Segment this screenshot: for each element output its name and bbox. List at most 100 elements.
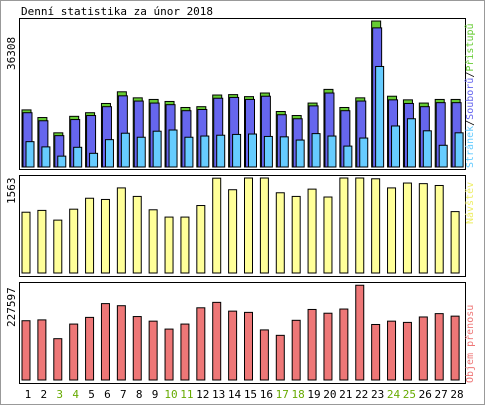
kbytes-bar-26 <box>418 316 428 381</box>
pages-bar-28 <box>454 132 464 168</box>
legend-visits: Návštěv <box>464 182 476 224</box>
legend-pages: Stránek <box>464 126 476 168</box>
kbytes-bar-3 <box>53 338 63 381</box>
day-label-15: 15 <box>244 388 257 401</box>
visits-bar-2 <box>37 209 47 274</box>
kbytes-bar-15 <box>244 311 253 381</box>
visits-bar-7 <box>116 187 126 274</box>
day-label-9: 9 <box>152 388 159 401</box>
pages-bar-3 <box>57 155 67 168</box>
pages-bar-10 <box>168 129 178 168</box>
top-panel-ymax-label: 36308 <box>5 37 18 70</box>
day-label-24: 24 <box>387 388 401 401</box>
visits-bar-13 <box>212 177 222 274</box>
day-label-7: 7 <box>120 388 127 401</box>
kbytes-bar-23 <box>371 323 381 381</box>
visits-bar-23 <box>371 178 381 274</box>
pages-bar-26 <box>422 130 432 168</box>
kbytes-bar-22 <box>355 284 365 381</box>
pages-bar-17 <box>279 136 289 168</box>
legend-separator-1: / <box>465 120 476 126</box>
middle-panel-ymax-label: 1563 <box>5 178 18 205</box>
day-label-16: 16 <box>260 388 273 401</box>
visits-bar-26 <box>418 183 428 274</box>
pages-bar-19 <box>311 133 321 168</box>
pages-bar-24 <box>391 125 401 168</box>
kbytes-bar-8 <box>132 316 142 381</box>
visits-bar-16 <box>259 177 269 274</box>
visits-bar-9 <box>148 209 158 274</box>
day-label-11: 11 <box>180 388 193 401</box>
pages-bar-6 <box>104 139 114 168</box>
day-label-22: 22 <box>355 388 368 401</box>
day-label-3: 3 <box>56 388 63 401</box>
day-label-5: 5 <box>88 388 95 401</box>
visits-bar-1 <box>21 211 31 274</box>
day-label-28: 28 <box>450 388 463 401</box>
pages-bar-20 <box>327 135 337 168</box>
kbytes-bar-17 <box>275 334 285 381</box>
kbytes-bar-6 <box>100 303 110 381</box>
pages-bar-22 <box>359 137 369 168</box>
visits-bar-27 <box>434 184 444 274</box>
day-label-19: 19 <box>307 388 320 401</box>
pages-bar-27 <box>438 144 448 168</box>
legend-files: Souborů <box>464 78 476 120</box>
visits-bar-19 <box>307 188 317 274</box>
pages-bar-16 <box>263 135 273 168</box>
day-label-23: 23 <box>371 388 384 401</box>
day-label-26: 26 <box>419 388 432 401</box>
pages-bar-4 <box>73 146 83 168</box>
visits-bar-21 <box>339 177 349 274</box>
middle-panel-bars <box>21 177 460 274</box>
kbytes-bar-27 <box>434 313 444 381</box>
legend-separator-2: / <box>465 72 476 78</box>
visits-bar-10 <box>164 216 174 274</box>
visits-bar-11 <box>180 216 190 274</box>
kbytes-bar-10 <box>164 328 174 381</box>
pages-bar-25 <box>406 118 416 168</box>
kbytes-bar-24 <box>387 320 397 381</box>
kbytes-bar-2 <box>37 319 47 381</box>
day-label-17: 17 <box>276 388 289 401</box>
day-label-8: 8 <box>136 388 143 401</box>
day-label-14: 14 <box>228 388 242 401</box>
day-label-4: 4 <box>72 388 79 401</box>
bottom-panel-ymax-label: 227597 <box>5 287 18 327</box>
day-label-10: 10 <box>164 388 177 401</box>
visits-bar-17 <box>275 192 285 274</box>
kbytes-bar-14 <box>228 310 238 381</box>
day-label-2: 2 <box>41 388 48 401</box>
kbytes-bar-16 <box>259 329 269 381</box>
pages-bar-21 <box>343 145 353 168</box>
kbytes-bar-4 <box>69 323 79 381</box>
kbytes-bar-7 <box>116 305 126 381</box>
pages-bar-8 <box>136 136 146 168</box>
pages-bar-9 <box>152 130 162 168</box>
kbytes-bar-1 <box>21 320 31 381</box>
visits-bar-4 <box>69 208 79 274</box>
day-label-27: 27 <box>435 388 448 401</box>
kbytes-bar-11 <box>180 323 190 381</box>
kbytes-bar-19 <box>307 308 317 381</box>
legend-hits: Přístupů <box>464 23 476 71</box>
pages-bar-13 <box>216 134 226 168</box>
top-panel-legend: Stránek/Souborů/Přístupů <box>464 23 476 168</box>
visits-bar-3 <box>53 219 63 274</box>
visits-bar-28 <box>450 211 460 274</box>
visits-bar-5 <box>85 197 95 274</box>
kbytes-bar-25 <box>402 321 412 381</box>
visits-bar-15 <box>244 177 253 274</box>
legend-kbytes: Objem přenosu <box>464 305 476 383</box>
pages-bar-12 <box>200 135 210 168</box>
visits-bar-25 <box>402 182 412 274</box>
kbytes-bar-12 <box>196 307 206 381</box>
day-label-6: 6 <box>104 388 111 401</box>
pages-bar-1 <box>25 141 35 168</box>
pages-bar-14 <box>232 133 242 168</box>
visits-bar-6 <box>100 198 110 274</box>
kbytes-bar-18 <box>291 319 301 381</box>
bottom-panel-bars <box>21 284 460 381</box>
pages-bar-11 <box>184 136 194 168</box>
